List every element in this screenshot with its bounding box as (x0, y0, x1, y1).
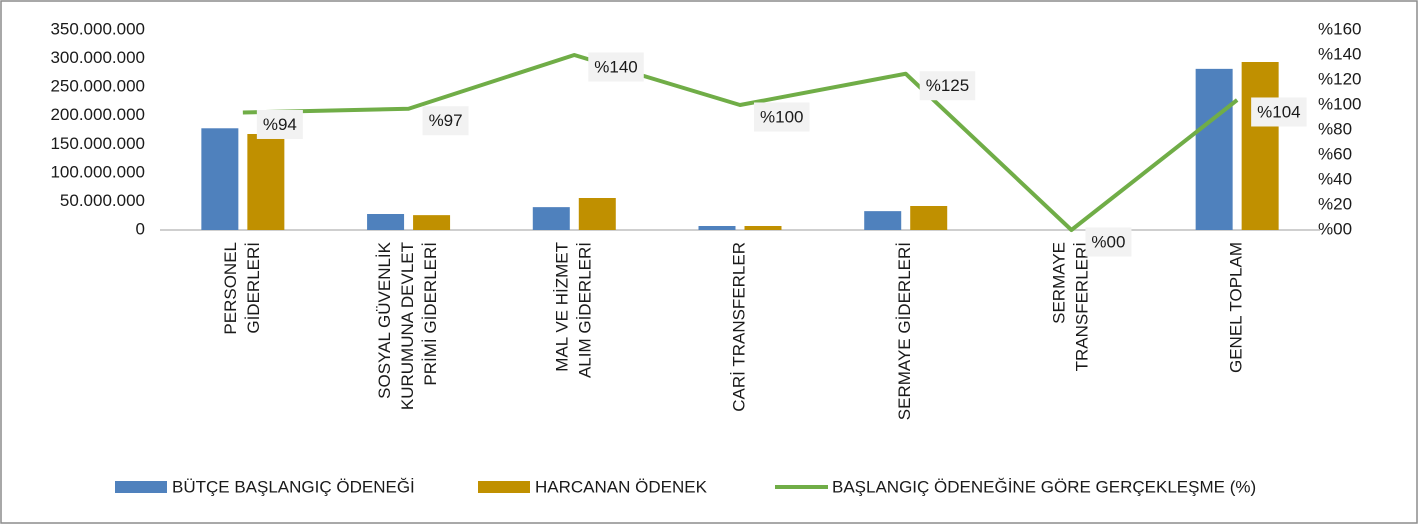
y2-tick-label: %20 (1318, 194, 1352, 213)
y2-tick-label: %60 (1318, 144, 1352, 163)
y-tick-label: 0 (136, 219, 145, 238)
y-tick-label: 50.000.000 (60, 191, 145, 210)
bar (578, 198, 616, 230)
data-label: %97 (422, 106, 469, 136)
bar (201, 128, 239, 230)
data-label-box (588, 52, 644, 82)
data-label-text: %125 (926, 76, 969, 95)
legend-swatch (478, 481, 530, 493)
x-tick-label: GENEL TOPLAM (1227, 242, 1246, 373)
bar (744, 226, 782, 230)
data-label-box (919, 71, 976, 101)
data-label-box (754, 102, 810, 132)
data-label: %125 (919, 71, 976, 101)
y2-tick-label: %120 (1318, 69, 1361, 88)
bar (1195, 68, 1233, 230)
data-label-box (1251, 97, 1307, 127)
x-tick-label: PERSONEL (221, 242, 240, 335)
legend-label: BÜTÇE BAŞLANGIÇ ÖDENEĞİ (172, 477, 415, 496)
x-tick-label: TRANSFERLERİ (1072, 242, 1091, 371)
y-tick-label: 150.000.000 (50, 134, 145, 153)
y2-tick-label: %80 (1318, 119, 1352, 138)
data-label: %104 (1251, 97, 1307, 127)
data-label: %100 (754, 102, 810, 132)
data-label-text: %100 (760, 107, 803, 126)
data-label-box (422, 106, 469, 136)
data-label-text: %140 (594, 57, 637, 76)
data-label-text: %97 (429, 111, 463, 130)
data-label-text: %00 (1091, 232, 1125, 251)
x-tick-label: MAL VE HİZMET (552, 242, 571, 372)
data-label: %00 (1085, 227, 1132, 257)
y-tick-label: 350.000.000 (50, 19, 145, 38)
x-tick-label: SOSYAL GÜVENLİK (375, 241, 394, 398)
legend-label: HARCANAN ÖDENEK (535, 477, 708, 496)
x-tick-label: KURUMUNA DEVLET (398, 242, 417, 410)
bar (1241, 62, 1279, 230)
x-tick-label: PRİMİ GİDERLERİ (421, 242, 440, 386)
bar (698, 226, 736, 230)
y-tick-label: 100.000.000 (50, 162, 145, 181)
y2-tick-label: %40 (1318, 169, 1352, 188)
bar (367, 214, 405, 230)
data-label-box (1085, 227, 1132, 257)
y2-tick-label: %140 (1318, 44, 1361, 63)
bar (864, 211, 902, 230)
data-label: %140 (588, 52, 644, 82)
bar (910, 206, 948, 230)
y-tick-label: 300.000.000 (50, 48, 145, 67)
line (242, 53, 1239, 232)
data-label-text: %94 (263, 115, 297, 134)
bar (413, 215, 451, 230)
y2-tick-label: %00 (1318, 219, 1352, 238)
x-tick-label: SERMAYE (1049, 242, 1068, 324)
y-tick-label: 200.000.000 (50, 105, 145, 124)
x-tick-label: CARİ TRANSFERLER (729, 242, 748, 412)
x-tick-label: GİDERLERİ (244, 242, 263, 334)
data-label: %94 (256, 109, 303, 139)
y2-tick-label: %100 (1318, 94, 1361, 113)
x-tick-label: ALIM GİDERLERİ (575, 242, 594, 378)
y2-tick-label: %160 (1318, 19, 1361, 38)
data-label-box (256, 109, 303, 139)
bar (532, 207, 570, 230)
bar (247, 134, 285, 230)
y-tick-label: 250.000.000 (50, 77, 145, 96)
data-label-text: %104 (1257, 102, 1300, 121)
legend-label: BAŞLANGIÇ ÖDENEĞİNE GÖRE GERÇEKLEŞME (%) (832, 477, 1256, 496)
x-tick-label: SERMAYE GİDERLERİ (895, 242, 914, 420)
legend-swatch (115, 481, 167, 493)
